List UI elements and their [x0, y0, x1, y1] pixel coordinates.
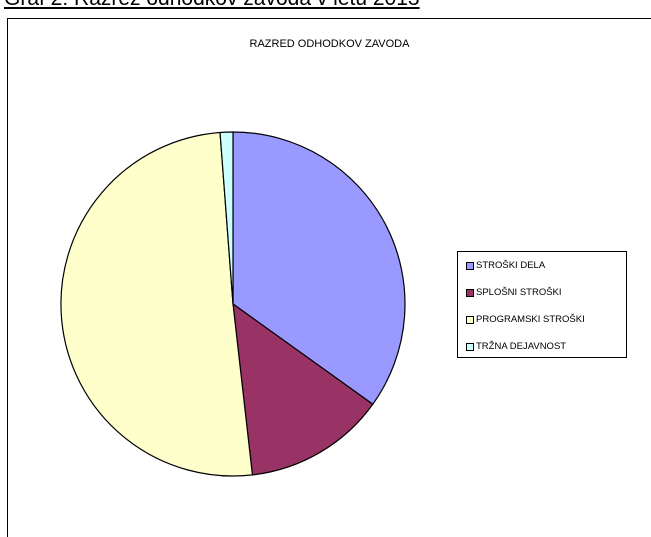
chart-area: RAZRED ODHODKOV ZAVODA STROŠKI DELA SPLO…: [7, 18, 651, 537]
legend-item: STROŠKI DELA: [458, 259, 626, 273]
legend-label: SPLOŠNI STROŠKI: [476, 287, 562, 298]
legend-label: TRŽNA DEJAVNOST: [476, 341, 567, 352]
pie-slice-2: [232, 303, 374, 476]
document-caption: Graf 2: Razrez odhodkov zavoda v letu 20…: [4, 0, 420, 11]
legend-item: TRŽNA DEJAVNOST: [458, 340, 626, 354]
legend-label: PROGRAMSKI STROŠKI: [476, 314, 585, 325]
pie-chart: [60, 131, 406, 477]
legend-swatch: [466, 343, 474, 351]
legend-swatch: [466, 262, 474, 270]
legend-label: STROŠKI DELA: [476, 260, 546, 271]
pie-slice-1: [232, 131, 406, 405]
pie-slice-4: [219, 131, 234, 305]
legend-swatch: [466, 289, 474, 297]
chart-title: RAZRED ODHODKOV ZAVODA: [249, 38, 410, 50]
legend-item: PROGRAMSKI STROŠKI: [458, 313, 626, 327]
legend: STROŠKI DELA SPLOŠNI STROŠKI PROGRAMSKI …: [457, 251, 627, 358]
legend-swatch: [466, 316, 474, 324]
pie-slice-3: [60, 131, 254, 477]
legend-item: SPLOŠNI STROŠKI: [458, 286, 626, 300]
